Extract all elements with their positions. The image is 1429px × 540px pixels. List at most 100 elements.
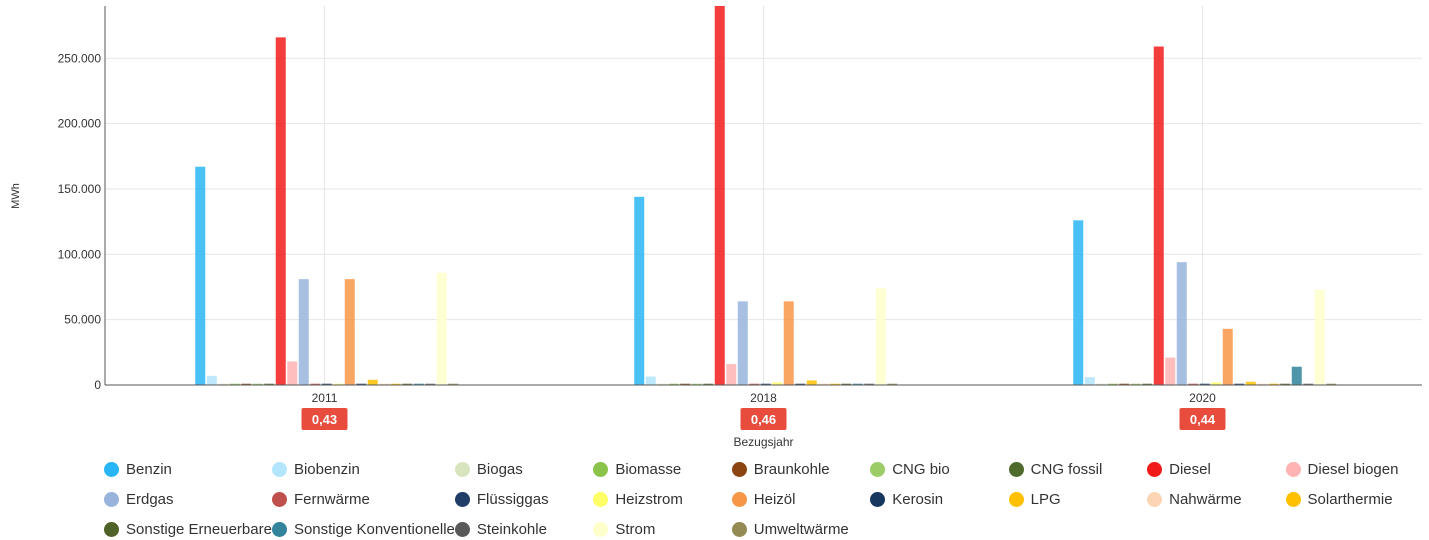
bar-erdgas-2018 bbox=[737, 301, 748, 385]
legend-swatch bbox=[454, 461, 470, 477]
legend-swatch bbox=[870, 491, 886, 507]
legend-swatch bbox=[104, 461, 119, 477]
legend-item[interactable]: Nahwärme bbox=[1147, 488, 1285, 510]
legend-label: CNG fossil bbox=[1030, 460, 1103, 478]
bar-diesel-2020 bbox=[1153, 46, 1164, 385]
bar-solarthermie-2020 bbox=[1268, 383, 1279, 385]
legend-item[interactable]: Solarthermie bbox=[1285, 488, 1424, 510]
legend-item[interactable]: Fernwärme bbox=[271, 488, 455, 510]
legend-item[interactable]: Diesel bbox=[1147, 458, 1285, 480]
legend-label: Braunkohle bbox=[753, 460, 830, 478]
legend-label: Nahwärme bbox=[1169, 490, 1242, 508]
y-tick-label: 0 bbox=[94, 378, 101, 392]
bar-diesel-2011 bbox=[275, 37, 286, 386]
legend-swatch bbox=[731, 491, 747, 507]
legend-item[interactable]: Strom bbox=[593, 518, 731, 540]
bar-cng-bio-2020 bbox=[1130, 383, 1141, 385]
bar-biomasse-2020 bbox=[1107, 383, 1118, 385]
y-tick-label: 150.000 bbox=[58, 182, 102, 196]
legend-item[interactable]: Biomasse bbox=[593, 458, 731, 480]
bar-sonstige-konventionelle-2011 bbox=[413, 383, 424, 385]
bar-braunkohle-2018 bbox=[680, 383, 691, 385]
legend-swatch bbox=[454, 521, 470, 537]
bar-benzin-2020 bbox=[1073, 220, 1084, 385]
bar-nahwärme-2020 bbox=[1257, 383, 1268, 385]
legend-swatch bbox=[593, 461, 609, 477]
legend-label: Sonstige Konventionelle bbox=[293, 520, 455, 538]
bar-heizstrom-2020 bbox=[1211, 382, 1222, 385]
bar-braunkohle-2020 bbox=[1119, 383, 1130, 385]
legend-item[interactable]: Umweltwärme bbox=[731, 518, 870, 540]
legend-label: Erdgas bbox=[126, 490, 174, 508]
bar-flüssiggas-2018 bbox=[760, 383, 771, 385]
legend-item[interactable]: Benzin bbox=[104, 458, 272, 480]
bar-umweltwärme-2018 bbox=[887, 383, 898, 385]
bar-fernwärme-2018 bbox=[749, 383, 760, 385]
bar-benzin-2018 bbox=[634, 196, 645, 385]
bar-biomasse-2018 bbox=[668, 383, 679, 385]
bar-cng-fossil-2018 bbox=[703, 383, 714, 385]
legend-item[interactable]: CNG fossil bbox=[1008, 458, 1147, 480]
bar-cng-fossil-2011 bbox=[264, 383, 275, 385]
legend-label: Strom bbox=[615, 520, 656, 538]
legend-label: Fernwärme bbox=[293, 490, 370, 508]
legend-label: Kerosin bbox=[892, 490, 944, 508]
bar-lpg-2020 bbox=[1245, 381, 1256, 385]
legend-swatch bbox=[1147, 461, 1163, 477]
legend-item[interactable]: Sonstige Konventionelle bbox=[271, 518, 455, 540]
x-tick-label: 2020 bbox=[1189, 391, 1216, 405]
legend-item[interactable]: Biobenzin bbox=[271, 458, 455, 480]
legend-item[interactable]: Kerosin bbox=[870, 488, 1008, 510]
bar-heizöl-2011 bbox=[344, 279, 355, 385]
legend-label: Benzin bbox=[126, 460, 172, 478]
legend-label: Solarthermie bbox=[1307, 490, 1393, 508]
legend-item[interactable]: Biogas bbox=[454, 458, 593, 480]
bar-lpg-2018 bbox=[806, 380, 817, 385]
bar-umweltwärme-2011 bbox=[448, 383, 459, 385]
legend-item[interactable]: Flüssiggas bbox=[454, 488, 593, 510]
bar-sonstige-konventionelle-2018 bbox=[852, 383, 863, 385]
ratio-badge bbox=[301, 408, 348, 430]
bar-sonstige-konventionelle-2020 bbox=[1291, 366, 1302, 385]
legend-item[interactable]: Erdgas bbox=[104, 488, 272, 510]
legend-item[interactable]: LPG bbox=[1008, 488, 1147, 510]
legend-item[interactable]: Heizstrom bbox=[593, 488, 731, 510]
bar-nahwärme-2011 bbox=[379, 383, 390, 385]
bar-diesel-2018 bbox=[714, 6, 725, 385]
x-tick-label: 2011 bbox=[312, 391, 338, 405]
legend-label: Diesel biogen bbox=[1307, 460, 1399, 478]
y-tick-label: 200.000 bbox=[58, 117, 102, 131]
bar-sonstige-erneuerbare-2011 bbox=[402, 383, 413, 385]
legend-swatch bbox=[1008, 491, 1024, 507]
bar-strom-2020 bbox=[1314, 289, 1325, 385]
legend-label: Sonstige Erneuerbare bbox=[126, 520, 272, 538]
bar-diesel-biogen-2018 bbox=[726, 364, 737, 385]
legend-item[interactable]: Diesel biogen bbox=[1285, 458, 1424, 480]
legend-swatch bbox=[593, 491, 609, 507]
legend-item[interactable]: Sonstige Erneuerbare bbox=[104, 518, 272, 540]
bar-biobenzin-2020 bbox=[1084, 377, 1095, 385]
legend-swatch bbox=[271, 461, 287, 477]
bar-fernwärme-2011 bbox=[310, 383, 321, 385]
legend-label: Heizöl bbox=[753, 490, 796, 508]
legend-swatch bbox=[731, 521, 747, 537]
bar-heizöl-2020 bbox=[1222, 328, 1233, 385]
legend-label: LPG bbox=[1030, 490, 1061, 508]
legend-label: Biobenzin bbox=[293, 460, 360, 478]
legend-label: Biomasse bbox=[615, 460, 682, 478]
bar-erdgas-2020 bbox=[1176, 262, 1187, 385]
bar-biogas-2011 bbox=[218, 383, 229, 385]
bar-solarthermie-2011 bbox=[390, 383, 401, 385]
bar-fernwärme-2020 bbox=[1188, 383, 1199, 385]
bar-benzin-2011 bbox=[195, 166, 206, 385]
x-tick-label: 2018 bbox=[750, 391, 777, 405]
bar-cng-bio-2011 bbox=[252, 383, 263, 385]
bar-heizöl-2018 bbox=[783, 301, 794, 385]
legend-item[interactable]: Steinkohle bbox=[454, 518, 593, 540]
bar-diesel-biogen-2020 bbox=[1165, 357, 1176, 385]
bar-cng-fossil-2020 bbox=[1142, 383, 1153, 385]
bar-lpg-2011 bbox=[367, 379, 378, 385]
legend-item[interactable]: Braunkohle bbox=[731, 458, 870, 480]
legend-item[interactable]: Heizöl bbox=[731, 488, 870, 510]
legend-item[interactable]: CNG bio bbox=[870, 458, 1008, 480]
